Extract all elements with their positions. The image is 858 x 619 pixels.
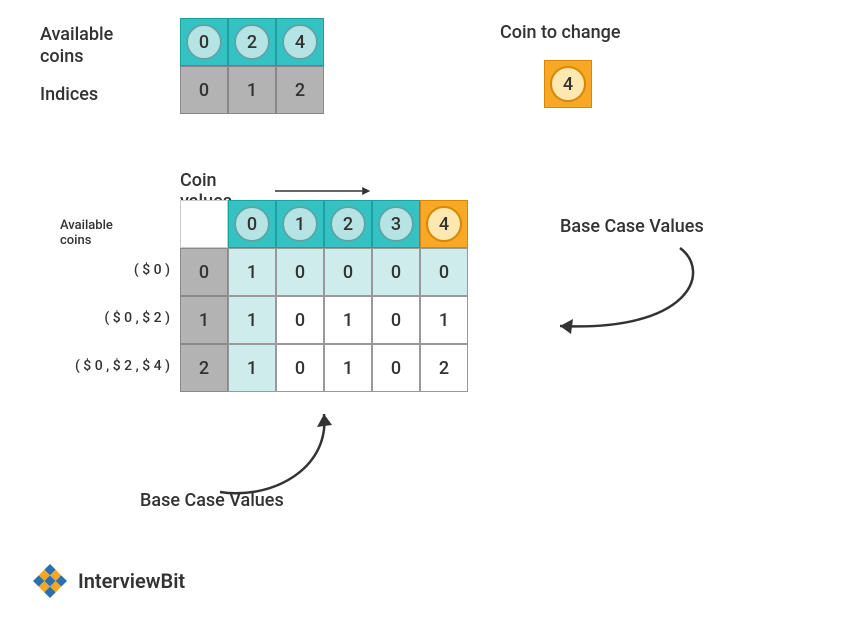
col-header-cell: 4 [420,200,468,248]
row-coin-set-label: ( $ 0 , $ 2 ) [50,310,170,326]
dp-cell: 1 [324,344,372,392]
dp-cell: 0 [372,344,420,392]
row-coin-set-label: ( $ 0 ) [50,262,170,278]
dp-cell: 0 [276,248,324,296]
dp-cell: 0 [324,248,372,296]
dp-cell: 0 [276,296,324,344]
dp-cell: 1 [228,296,276,344]
col-header-circle: 0 [234,206,270,242]
coin-to-change-cell: 4 [544,60,592,108]
col-header-circle: 4 [426,206,462,242]
col-header-circle: 3 [378,206,414,242]
coin-to-change-circle: 4 [550,66,586,102]
arrow-right-icon [275,183,372,199]
index-cell: 2 [276,66,324,114]
base-case-right-label: Base Case Values [560,216,704,237]
available-coin-cell: 0 [180,18,228,66]
available-coins-label: Available coins [40,24,170,68]
col-header-cell: 0 [228,200,276,248]
row-index-cell: 0 [180,248,228,296]
dp-cell: 1 [228,248,276,296]
index-cell: 1 [228,66,276,114]
col-header-circle: 1 [282,206,318,242]
col-header-cell: 2 [324,200,372,248]
curved-arrow-bottom-icon [200,400,350,500]
dp-cell: 0 [372,248,420,296]
row-index-cell: 1 [180,296,228,344]
col-header-circle: 2 [330,206,366,242]
available-coins-side-label: Available coins [60,218,113,248]
curved-arrow-right-icon [540,242,720,352]
index-cell: 0 [180,66,228,114]
coin-circle: 0 [186,24,222,60]
indices-label: Indices [40,84,98,105]
coin-to-change-label: Coin to change [500,22,620,43]
dp-cell: 0 [420,248,468,296]
dp-cell: 1 [324,296,372,344]
row-coin-set-label: ( $ 0 , $ 2 , $ 4 ) [50,358,170,374]
logo-text: InterviewBit [78,569,185,593]
table-corner-cell [180,200,228,248]
dp-cell: 2 [420,344,468,392]
dp-cell: 1 [228,344,276,392]
available-coin-cell: 2 [228,18,276,66]
logo-icon [30,561,70,601]
dp-cell: 0 [276,344,324,392]
col-header-cell: 3 [372,200,420,248]
coin-circle: 4 [282,24,318,60]
col-header-cell: 1 [276,200,324,248]
coin-circle: 2 [234,24,270,60]
row-index-cell: 2 [180,344,228,392]
interviewbit-logo: InterviewBit [30,561,185,601]
available-coin-cell: 4 [276,18,324,66]
dp-cell: 0 [372,296,420,344]
dp-cell: 1 [420,296,468,344]
